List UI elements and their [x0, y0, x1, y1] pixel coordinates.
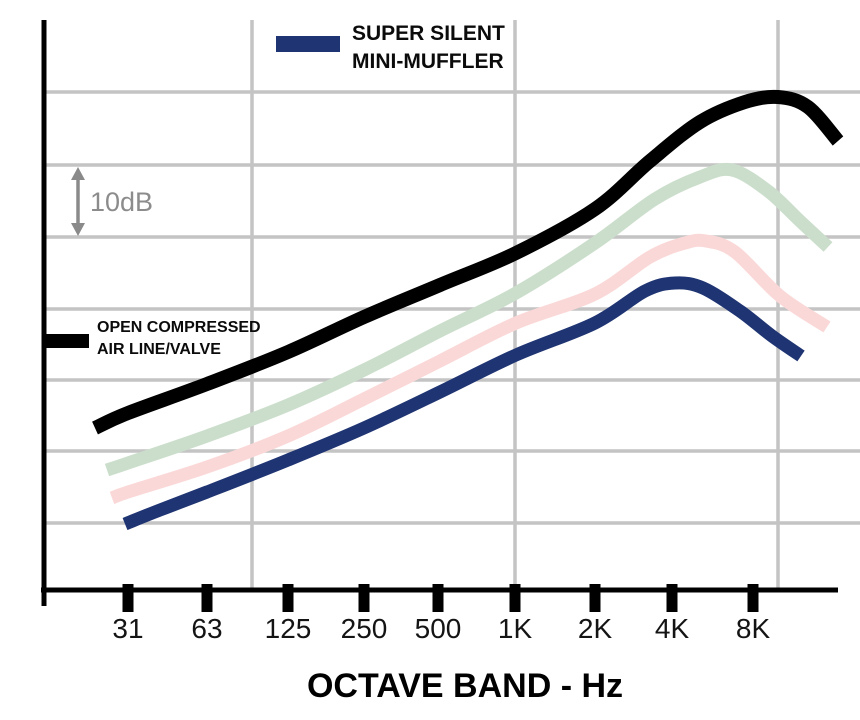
curve-open-compressed-air-line-valve	[92, 89, 844, 435]
x-tick-label-500: 500	[414, 613, 462, 644]
x-axis-tick	[666, 584, 678, 612]
x-tick-label-125: 125	[264, 613, 312, 644]
axis-layer	[41, 20, 838, 612]
x-tick-label-63: 63	[191, 613, 223, 644]
db-scale-label: 10dB	[90, 187, 154, 217]
legend-swatch-open-compressed-air-line	[46, 334, 89, 348]
x-tick-label-31: 31	[112, 613, 144, 644]
x-axis-title: OCTAVE BAND - Hz	[306, 667, 624, 705]
legend-label-open-compressed-air-line: OPEN COMPRESSED AIR LINE/VALVE	[97, 317, 261, 361]
curve-unlabeled-pink-	[109, 233, 831, 505]
x-tick-label-4k: 4K	[654, 613, 690, 644]
x-axis-tick	[122, 584, 134, 612]
x-tick-label-8k: 8K	[735, 613, 771, 644]
x-axis-tick	[432, 584, 444, 612]
curve-super-silent-mini-muffler	[122, 276, 805, 531]
x-axis-tick	[282, 584, 294, 612]
x-axis-tick	[747, 584, 759, 612]
x-axis-tick	[201, 584, 213, 612]
x-tick-label-250: 250	[340, 613, 388, 644]
curve-unlabeled-green-	[104, 162, 833, 477]
legend-swatch-super-silent-mini-muffler	[276, 36, 340, 52]
curve-layer	[92, 89, 844, 531]
x-tick-label-2k: 2K	[577, 613, 613, 644]
legend-label-line2: AIR LINE/VALVE	[97, 341, 221, 358]
db-scale-arrow	[71, 167, 85, 236]
legend-label-line1: OPEN COMPRESSED	[97, 319, 261, 336]
x-axis-tick	[509, 584, 521, 612]
legend-label-line2: MINI-MUFFLER	[352, 50, 504, 73]
x-tick-label-1k: 1K	[497, 613, 533, 644]
x-axis-tick	[358, 584, 370, 612]
x-axis-tick	[589, 584, 601, 612]
db-arrow-head-down	[71, 223, 85, 236]
legend-label-super-silent-mini-muffler: SUPER SILENT MINI-MUFFLER	[352, 20, 505, 76]
legend-label-line1: SUPER SILENT	[352, 22, 505, 45]
db-arrow-head-up	[71, 167, 85, 180]
